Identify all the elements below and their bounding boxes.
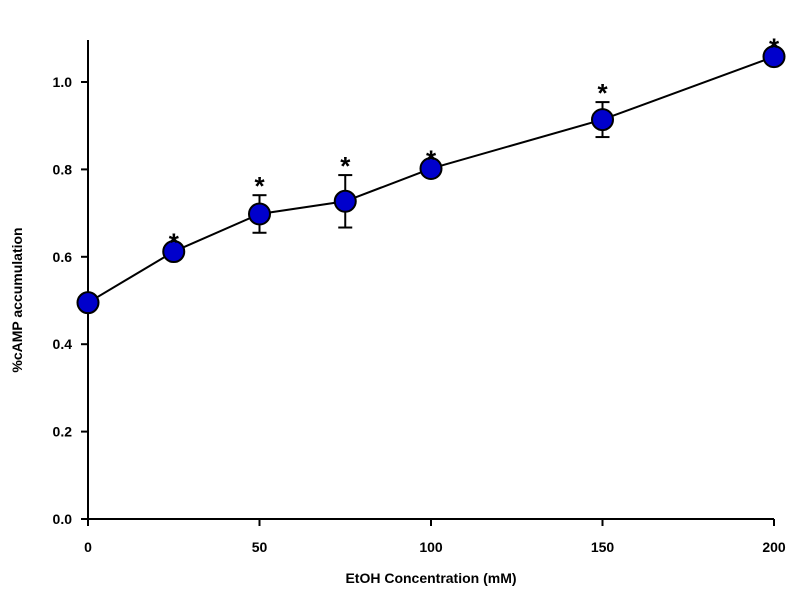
x-tick-label: 50 (252, 539, 268, 555)
data-point (591, 108, 614, 132)
y-ticks: 0.0 0.2 0.4 0.6 0.8 1.0 (53, 74, 88, 527)
y-tick-label: 0.2 (53, 424, 73, 440)
data-point (76, 291, 100, 315)
y-axis-title: %cAMP accumulation (9, 227, 25, 372)
significance-star: * (426, 145, 437, 175)
significance-star: * (769, 33, 780, 63)
data-point (762, 45, 786, 69)
data-point (419, 157, 443, 181)
x-tick-label: 100 (419, 539, 443, 555)
significance-star: * (169, 228, 180, 258)
y-tick-label: 0.8 (53, 161, 73, 177)
axes (87, 40, 774, 520)
data-point (333, 189, 357, 213)
y-tick-label: 0.0 (53, 511, 73, 527)
y-tick-label: 0.6 (53, 249, 73, 265)
x-ticks: 0 50 100 150 200 (84, 519, 786, 555)
y-tick-label: 0.4 (53, 336, 73, 352)
significance-star: * (597, 78, 608, 108)
data-point (162, 240, 186, 264)
y-tick-label: 1.0 (53, 74, 73, 90)
data-point (248, 202, 271, 226)
x-tick-label: 0 (84, 539, 92, 555)
series: * * * * * * (76, 33, 786, 315)
significance-star: * (340, 151, 351, 181)
significance-star: * (254, 171, 265, 201)
x-tick-label: 200 (762, 539, 786, 555)
x-tick-label: 150 (591, 539, 615, 555)
x-axis-title: EtOH Concentration (mM) (345, 570, 516, 586)
